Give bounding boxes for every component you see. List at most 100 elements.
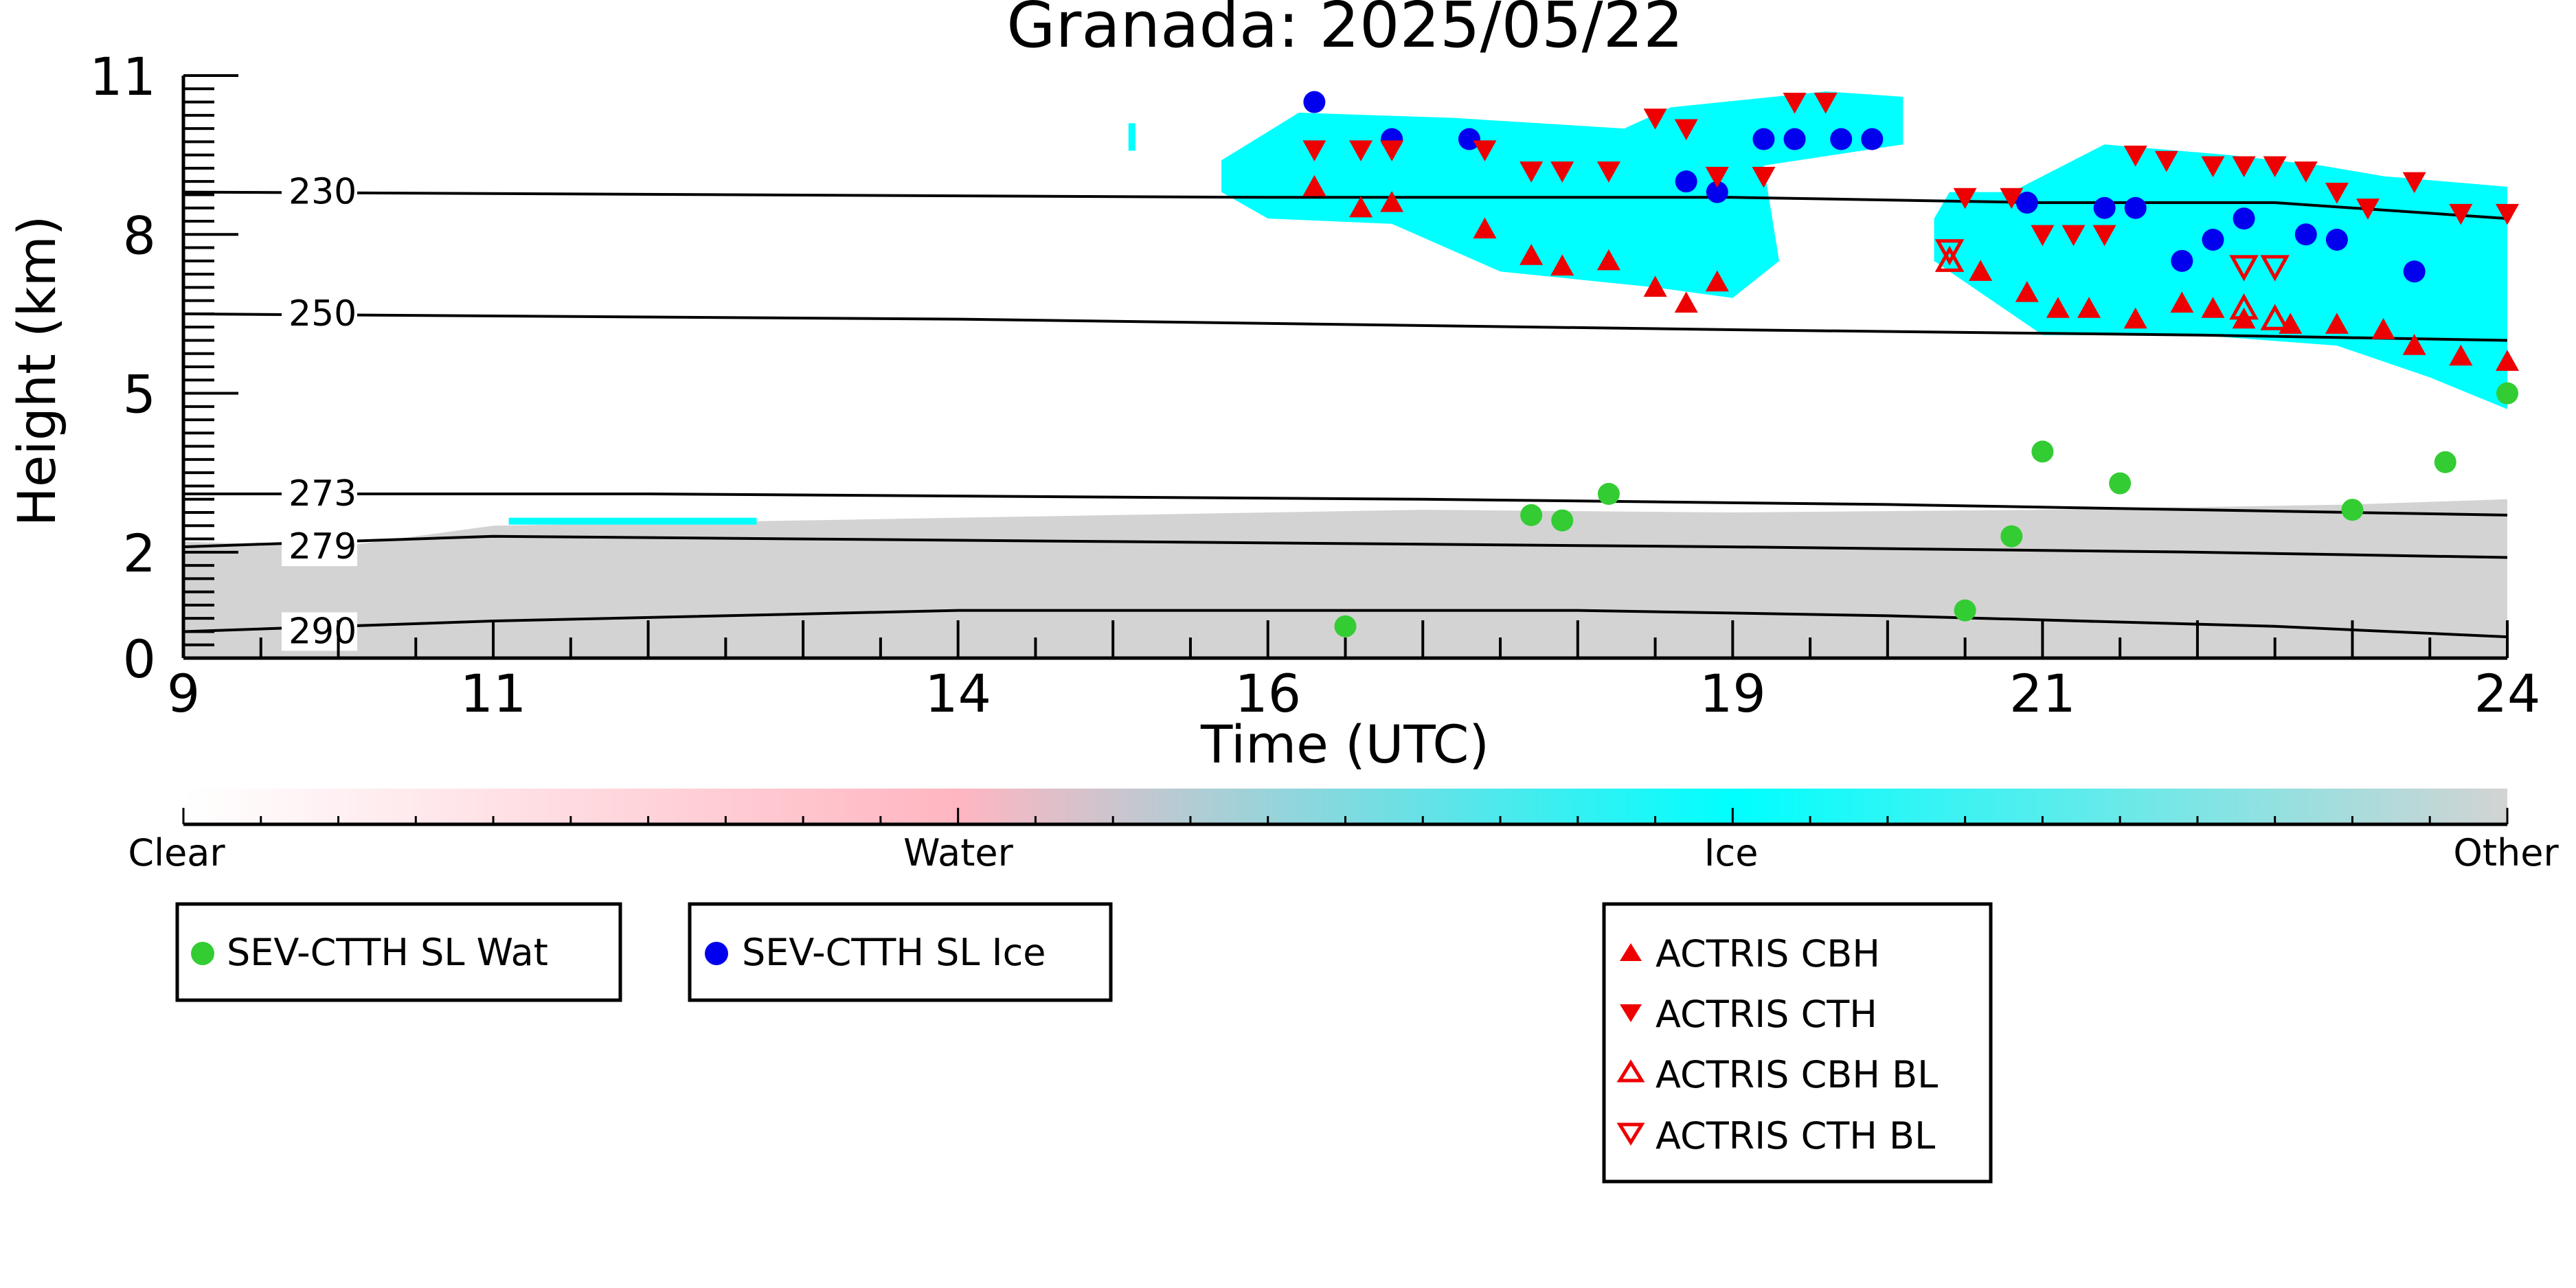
marker-triangle-down-3 xyxy=(1473,140,1497,161)
y-tick-label-8: 8 xyxy=(123,205,156,266)
marker-circle-6 xyxy=(1783,128,1806,150)
marker-triangle-down-22 xyxy=(2263,156,2287,178)
isotherm-label-230: 230 xyxy=(289,172,357,213)
marker-circle-4 xyxy=(1706,181,1728,203)
marker-triangle-up-14 xyxy=(2123,307,2147,329)
isotherm-label-bg-250 xyxy=(282,294,357,333)
marker-triangle-up-13 xyxy=(2077,297,2101,318)
background-ice-speck xyxy=(1128,123,1136,151)
marker-triangle-down-open-2 xyxy=(2260,255,2290,282)
isotherm-label-250: 250 xyxy=(289,293,357,335)
legend-cbh-label: ACTRIS CBH xyxy=(1656,932,1880,975)
legend-actris: ACTRIS CBH ACTRIS CTH ACTRIS CBH BL ACTR… xyxy=(1602,902,1993,1184)
marker-triangle-up-5 xyxy=(1550,254,1574,276)
y-tick-label-5: 5 xyxy=(123,364,156,425)
y-tick-label-11: 11 xyxy=(89,46,156,107)
marker-triangle-down-16 xyxy=(2061,225,2086,247)
marker-circle-3 xyxy=(1675,170,1697,193)
marker-triangle-down-28 xyxy=(2496,203,2519,225)
legend-cth-bl-marker xyxy=(1616,1122,1645,1146)
marker-triangle-up-7 xyxy=(1643,275,1667,297)
marker-triangle-down-25 xyxy=(2356,199,2380,220)
x-axis-label: Time (UTC) xyxy=(1200,714,1489,775)
legend-ice-box xyxy=(688,902,1113,1002)
marker-triangle-up-23 xyxy=(2496,350,2519,371)
marker-circle-14 xyxy=(2233,207,2255,230)
isotherm-line-230 xyxy=(183,190,2508,221)
marker-triangle-up-12 xyxy=(2046,297,2070,318)
marker-triangle-down-15 xyxy=(2031,225,2055,247)
y-tick-label-2: 2 xyxy=(123,523,156,584)
legend-ice-marker xyxy=(705,942,728,965)
marker-triangle-up-9 xyxy=(1705,270,1729,292)
marker-triangle-up-20 xyxy=(2371,318,2395,339)
colorbar-label-other: Other xyxy=(2453,831,2559,874)
x-tick-label-19: 19 xyxy=(1699,663,1766,724)
marker-circle-7 xyxy=(2109,472,2132,495)
x-tick-label-24: 24 xyxy=(2474,663,2541,724)
marker-circle-3 xyxy=(1597,483,1620,506)
marker-triangle-down-1 xyxy=(1349,140,1373,161)
legend-ice-label: SEV-CTTH SL Ice xyxy=(742,931,1046,974)
marker-triangle-up-21 xyxy=(2402,334,2426,355)
isotherm-label-bg-279 xyxy=(282,528,357,567)
marker-triangle-down-open-0 xyxy=(1934,239,1965,266)
x-tick-label-21: 21 xyxy=(2009,663,2076,724)
legend-cbh-bl-label: ACTRIS CBH BL xyxy=(1656,1053,1938,1096)
marker-triangle-down-8 xyxy=(1674,119,1698,141)
isotherm-label-bg-230 xyxy=(282,172,357,212)
marker-triangle-down-4 xyxy=(1519,161,1544,183)
marker-triangle-down-0 xyxy=(1302,140,1326,161)
isotherm-line-273 xyxy=(183,493,2508,517)
isotherm-label-bg-273 xyxy=(282,475,357,514)
legend-wat-label: SEV-CTTH SL Wat xyxy=(227,931,548,974)
marker-triangle-down-open-1 xyxy=(2229,255,2259,282)
axes: 11 8 5 2 09 11 14 16 19 21 24 xyxy=(89,46,2540,724)
marker-triangle-up-open-0 xyxy=(1934,245,1965,272)
marker-circle-7 xyxy=(1830,128,1853,150)
marker-circle-15 xyxy=(2294,223,2317,246)
x-tick-label-9: 9 xyxy=(167,663,200,724)
marker-triangle-up-6 xyxy=(1596,249,1620,271)
marker-circle-11 xyxy=(2124,196,2147,219)
marker-triangle-down-27 xyxy=(2449,203,2473,225)
marker-circle-5 xyxy=(2000,525,2023,547)
marker-circle-0 xyxy=(1334,615,1357,637)
marker-circle-12 xyxy=(2171,249,2193,272)
marker-circle-10 xyxy=(2496,382,2518,405)
marker-triangle-down-7 xyxy=(1643,109,1667,130)
marker-circle-2 xyxy=(1551,509,1574,532)
background-lowice-strip xyxy=(508,517,757,525)
marker-triangle-down-9 xyxy=(1705,166,1729,188)
marker-circle-17 xyxy=(2403,260,2426,283)
colorbar-label-water: Water xyxy=(903,831,1013,874)
isotherm-line-250 xyxy=(183,312,2508,342)
marker-circle-9 xyxy=(2015,192,2038,214)
data-markers xyxy=(1302,91,2519,637)
marker-triangle-up-19 xyxy=(2325,313,2349,334)
isotherm-label-279: 279 xyxy=(289,526,357,567)
marker-circle-2 xyxy=(1458,128,1480,150)
marker-triangle-down-24 xyxy=(2325,183,2349,204)
marker-triangle-down-6 xyxy=(1596,161,1620,183)
marker-triangle-up-8 xyxy=(1674,291,1698,313)
marker-triangle-down-5 xyxy=(1550,161,1574,183)
marker-triangle-down-12 xyxy=(1814,92,1838,114)
marker-triangle-up-2 xyxy=(1380,191,1404,212)
legend-wat-marker xyxy=(191,942,214,965)
isotherm-label-bg-290 xyxy=(282,612,357,651)
marker-triangle-down-10 xyxy=(1752,166,1776,188)
marker-circle-16 xyxy=(2325,228,2348,251)
marker-triangle-up-15 xyxy=(2170,291,2194,313)
marker-circle-4 xyxy=(1954,599,1976,622)
cloud-background xyxy=(183,91,2507,658)
marker-circle-5 xyxy=(1752,128,1775,150)
marker-triangle-down-2 xyxy=(1380,140,1404,161)
x-tick-label-14: 14 xyxy=(925,663,991,724)
marker-circle-8 xyxy=(2341,499,2364,521)
marker-triangle-down-23 xyxy=(2294,161,2318,183)
marker-circle-9 xyxy=(2434,451,2456,473)
marker-triangle-down-17 xyxy=(2092,225,2116,247)
marker-triangle-up-3 xyxy=(1473,217,1497,239)
marker-triangle-up-11 xyxy=(2015,281,2039,302)
